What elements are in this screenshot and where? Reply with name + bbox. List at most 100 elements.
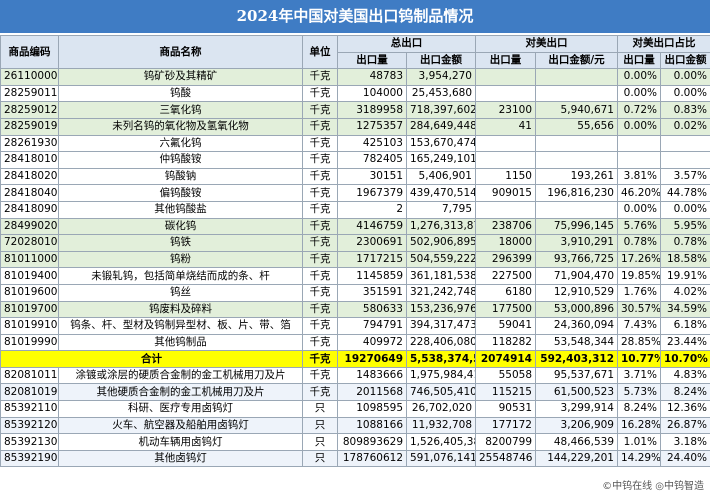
table-cell: 1150 (475, 167, 536, 186)
table-cell: 千克 (302, 234, 338, 252)
table-row: 28418040 偏钨酸铵 千克 1967379 439,470,514 909015 19… (0, 184, 710, 202)
table-cell: 439,470,514 (406, 184, 476, 202)
table-cell: 只 (302, 449, 338, 468)
table-cell: 千克 (302, 350, 338, 368)
table-row: 81019990 其他钨制品 千克 409972 228,406,080 118282 53… (0, 333, 710, 352)
table-cell: 14.29% (617, 449, 661, 468)
table-cell: 科研、医疗专用卤钨灯 (58, 400, 303, 418)
table-cell: 3.81% (617, 167, 661, 186)
table-cell: 8200799 (475, 433, 536, 451)
table-cell: 394,317,473 (406, 317, 476, 335)
table-cell: 机动车辆用卤钨灯 (58, 433, 303, 451)
table-cell: 28418010 (0, 151, 59, 169)
table-cell: 82081011 (0, 366, 59, 385)
table-cell: 4146759 (337, 217, 407, 236)
table-cell: 321,242,748 (406, 283, 476, 302)
table-cell: 钨酸钠 (58, 167, 303, 186)
table-cell: 71,904,470 (535, 267, 618, 285)
table-cell: 28259011 (0, 84, 59, 103)
table-cell: 5.73% (617, 383, 661, 402)
table-cell: 59041 (475, 317, 536, 335)
table-cell: 809893629 (337, 433, 407, 451)
header-row: 商品编码 商品名称 单位 总出口 对美出口 对美出口占比 (0, 34, 710, 70)
table-cell: 44.78% (660, 184, 710, 202)
table-cell: 千克 (302, 68, 338, 86)
table-cell: 仲钨酸铵 (58, 151, 303, 169)
table-cell: 涂镀或涂层的硬质合金制的金工机械用刀及片 (58, 366, 303, 385)
table-cell: 8.24% (660, 383, 710, 402)
header-cell: 总出口 (337, 35, 476, 53)
table-cell: 502,906,895 (406, 234, 476, 252)
table-cell: 合计 (0, 350, 303, 368)
table-row: 28259011 钨酸 千克 104000 25,453,680 0.00% 0.00% (0, 84, 710, 103)
table-cell: 3.18% (660, 433, 710, 451)
table-cell: 6.18% (660, 317, 710, 335)
header-cell: 对美出口占比 (617, 35, 710, 53)
table-cell: 19270649 (337, 350, 407, 368)
table-cell: 3.57% (660, 167, 710, 186)
table-cell: 48783 (337, 68, 407, 86)
table-cell: 93,766,725 (535, 250, 618, 269)
table-cell: 26,702,020 (406, 400, 476, 418)
table-cell: 75,996,145 (535, 217, 618, 236)
table-cell: 34.59% (660, 300, 710, 319)
table-cell: 2011568 (337, 383, 407, 402)
header-cell: 出口金额 (406, 51, 476, 70)
table-cell (475, 151, 536, 169)
table-cell: 580633 (337, 300, 407, 319)
table-cell: 55058 (475, 366, 536, 385)
table-cell: 0.00% (617, 117, 661, 136)
table-row: 81019700 钨废料及碎料 千克 580633 153,236,976 177500 5… (0, 300, 710, 319)
footer: ©中钨在线 ◎中钨智造 (602, 481, 704, 492)
table-cell: 2074914 (475, 350, 536, 368)
table-row: 28418090 其他钨酸盐 千克 2 7,795 0.00% 0.00% (0, 200, 710, 219)
table-cell: 0.00% (660, 84, 710, 103)
table-cell: 火车、航空器及船舶用卤钨灯 (58, 416, 303, 435)
table-cell: 425103 (337, 134, 407, 153)
table-cell: 11,932,708 (406, 416, 476, 435)
table-cell: 其他硬质合金制的金工机械用刀及片 (58, 383, 303, 402)
table-cell: 0.78% (660, 234, 710, 252)
table-cell: 41 (475, 117, 536, 136)
table-row: 85392120 火车、航空器及船舶用卤钨灯只 1088166 11,932,708 1… (0, 416, 710, 435)
table-cell: 5.76% (617, 217, 661, 236)
table-cell: 153,670,474 (406, 134, 476, 153)
table-cell: 未列名钨的氧化物及氢氧化物 (58, 117, 303, 136)
table-cell: 18.58% (660, 250, 710, 269)
table-cell (660, 151, 710, 169)
table-row: 合计千克192706495,538,374,5872074914592,403,… (0, 350, 710, 368)
table-cell: 3,910,291 (535, 234, 618, 252)
table-cell: 12,910,529 (535, 283, 618, 302)
table-cell (535, 200, 618, 219)
table-cell (617, 151, 661, 169)
table-cell: 28259012 (0, 101, 59, 119)
table-cell: 95,537,671 (535, 366, 618, 385)
table-cell: 53,000,896 (535, 300, 618, 319)
table-cell: 409972 (337, 333, 407, 352)
table-cell: 718,397,602 (406, 101, 476, 119)
table-cell: 7,795 (406, 200, 476, 219)
table-cell: 千克 (302, 267, 338, 285)
table-cell: 227500 (475, 267, 536, 285)
table-cell: 0.00% (660, 68, 710, 86)
table-cell: 3,206,909 (535, 416, 618, 435)
table-cell: 三氧化钨 (58, 101, 303, 119)
table-cell: 28418040 (0, 184, 59, 202)
table-cell: 5,538,374,587 (406, 350, 476, 368)
table-row: 28259012 三氧化钨 千克 3189958 718,397,602 23100 5,9… (0, 101, 710, 119)
table-cell: 72028010 (0, 234, 59, 252)
table-cell: 18000 (475, 234, 536, 252)
table-cell: 7.43% (617, 317, 661, 335)
table-cell: 6180 (475, 283, 536, 302)
table-cell: 1.01% (617, 433, 661, 451)
table-cell: 5,406,901 (406, 167, 476, 186)
table-cell: 26110000 (0, 68, 59, 86)
table-row: 82081019 其他硬质合金制的金工机械用刀及片 千克 2011568 746,505… (0, 383, 710, 402)
table-cell: 其他卤钨灯 (58, 449, 303, 468)
table-row: 28418020 钨酸钠 千克 30151 5,406,901 1150 193,261 3.… (0, 167, 710, 186)
table-row: 81019910 钨条、杆、型材及钨制异型材、板、片、带、箔 千克 794791 394… (0, 317, 710, 335)
table-cell: 28418020 (0, 167, 59, 186)
table-cell (475, 84, 536, 103)
table-row: 81019600 钨丝 千克 351591 321,242,748 6180 12,910,… (0, 283, 710, 302)
